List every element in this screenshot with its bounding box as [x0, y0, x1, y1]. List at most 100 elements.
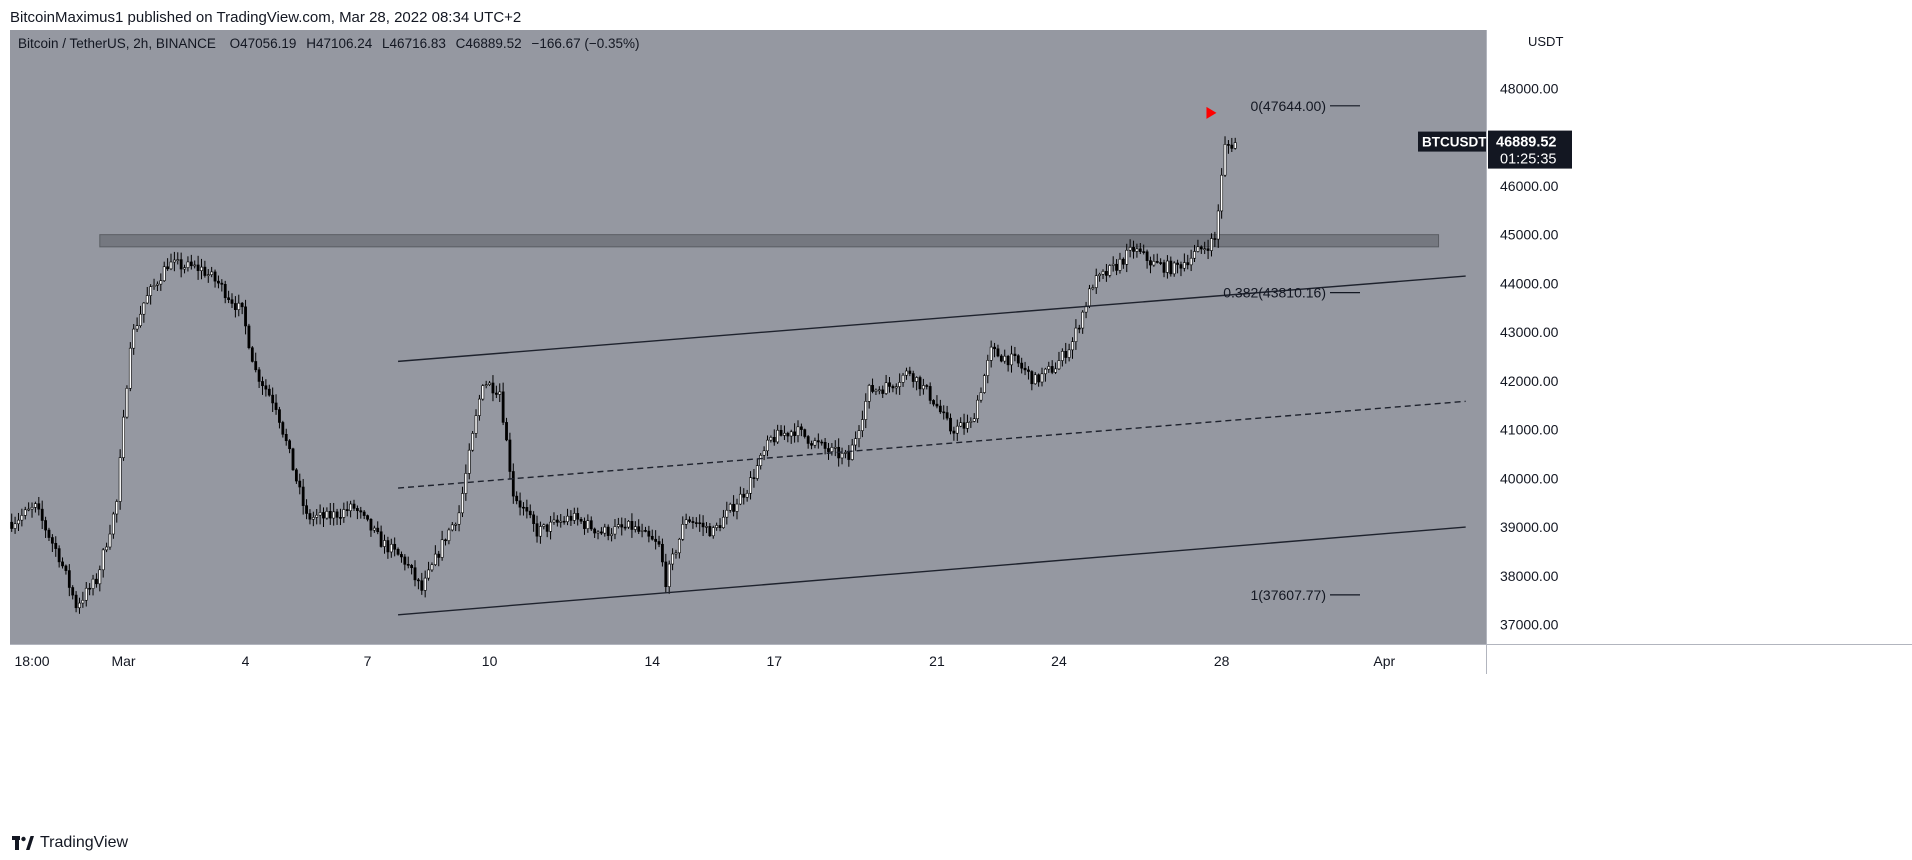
candle[interactable] [579, 516, 583, 524]
candle[interactable] [1216, 204, 1220, 248]
candle[interactable] [1098, 272, 1102, 282]
candle[interactable] [464, 464, 468, 501]
candle[interactable] [1176, 259, 1179, 274]
candle[interactable] [996, 344, 1000, 358]
candle[interactable] [881, 385, 885, 398]
candle[interactable] [142, 302, 146, 323]
candle[interactable] [156, 281, 159, 292]
candle[interactable] [1230, 137, 1234, 152]
candle[interactable] [627, 520, 630, 529]
candle[interactable] [122, 409, 125, 461]
candle[interactable] [596, 530, 600, 540]
candle[interactable] [935, 395, 939, 409]
candle[interactable] [708, 523, 712, 537]
candle[interactable] [1196, 239, 1200, 253]
candle[interactable] [921, 378, 925, 395]
candle[interactable] [145, 286, 149, 305]
candle[interactable] [379, 525, 383, 548]
candle[interactable] [569, 510, 573, 526]
candle[interactable] [847, 445, 851, 467]
candle[interactable] [444, 538, 447, 546]
candle[interactable] [206, 269, 210, 283]
candle[interactable] [169, 253, 173, 271]
candle[interactable] [620, 517, 624, 536]
candle[interactable] [172, 251, 176, 272]
candle[interactable] [250, 346, 254, 363]
candle[interactable] [664, 553, 668, 594]
channel-mid-line[interactable] [398, 400, 1466, 489]
candle[interactable] [586, 514, 590, 533]
candle[interactable] [505, 417, 508, 442]
candle[interactable] [867, 383, 871, 409]
candle[interactable] [152, 278, 156, 290]
candle[interactable] [501, 382, 505, 426]
candle[interactable] [864, 393, 868, 429]
candle[interactable] [308, 509, 312, 525]
signal-marker[interactable] [1206, 106, 1217, 119]
candle[interactable] [779, 425, 783, 437]
candle[interactable] [389, 538, 393, 558]
candle[interactable] [1013, 346, 1017, 362]
candle[interactable] [332, 502, 336, 526]
candle[interactable] [288, 439, 292, 454]
candle[interactable] [888, 377, 891, 393]
candle[interactable] [677, 537, 681, 559]
candle[interactable] [349, 500, 353, 518]
candle[interactable] [128, 342, 132, 392]
candle[interactable] [966, 414, 969, 433]
candle[interactable] [647, 525, 651, 543]
candle[interactable] [630, 513, 634, 538]
candle[interactable] [484, 380, 488, 389]
candle[interactable] [396, 547, 400, 556]
candle[interactable] [183, 264, 186, 274]
candle[interactable] [749, 471, 752, 500]
candle[interactable] [362, 510, 366, 520]
candle[interactable] [952, 426, 956, 441]
candle[interactable] [942, 405, 946, 420]
candle[interactable] [494, 385, 498, 399]
candle[interactable] [1033, 372, 1037, 385]
candle[interactable] [549, 515, 552, 540]
channel-lower-line[interactable] [398, 526, 1466, 616]
candle[interactable] [999, 354, 1003, 363]
candle[interactable] [552, 512, 556, 525]
candle[interactable] [1152, 254, 1156, 267]
candle[interactable] [345, 501, 349, 517]
candle[interactable] [654, 530, 658, 550]
candle[interactable] [186, 256, 190, 272]
candle[interactable] [298, 473, 302, 495]
candle[interactable] [488, 380, 491, 387]
candle[interactable] [762, 446, 766, 461]
candle[interactable] [1135, 243, 1139, 258]
candle[interactable] [471, 431, 475, 452]
candle[interactable] [928, 382, 932, 405]
candle[interactable] [498, 383, 502, 403]
candle[interactable] [1233, 137, 1237, 150]
candle[interactable] [159, 273, 163, 291]
candle[interactable] [681, 516, 685, 541]
candle[interactable] [623, 518, 627, 531]
candle[interactable] [657, 535, 661, 548]
candle[interactable] [606, 524, 610, 541]
candle[interactable] [54, 536, 58, 557]
candle[interactable] [1037, 373, 1041, 387]
candle[interactable] [949, 413, 952, 435]
candle[interactable] [711, 525, 715, 539]
candle[interactable] [539, 521, 542, 544]
candle[interactable] [850, 438, 854, 461]
fib-level-0382[interactable]: 0.382(43810.16) [1223, 285, 1360, 301]
candle[interactable] [1064, 342, 1068, 364]
candle[interactable] [1091, 284, 1095, 291]
candle[interactable] [223, 280, 227, 304]
candle[interactable] [776, 424, 780, 444]
fib-level-0[interactable]: 0(47644.00) [1250, 98, 1360, 114]
candle[interactable] [1132, 240, 1135, 259]
candle[interactable] [132, 324, 136, 355]
candle[interactable] [278, 406, 281, 429]
candle[interactable] [111, 511, 115, 539]
candle[interactable] [759, 452, 763, 470]
candle[interactable] [1169, 256, 1173, 277]
candle[interactable] [959, 417, 963, 428]
candle[interactable] [562, 516, 566, 525]
candle[interactable] [833, 440, 837, 457]
